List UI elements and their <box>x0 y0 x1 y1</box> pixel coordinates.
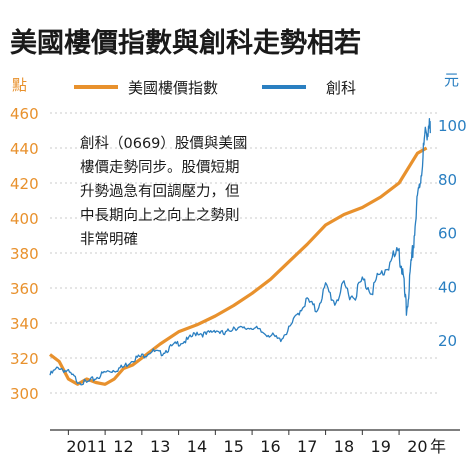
right-tick-label: 40 <box>438 278 457 296</box>
annotation: 創科（0669）股價與美國 樓價走勢同步。股價短期 升勢過急有回調壓力，但 中長… <box>80 135 247 248</box>
left-tick-label: 320 <box>10 350 39 368</box>
x-tick-label: 17 <box>297 437 317 456</box>
x-tick-label: 19 <box>371 437 391 456</box>
left-tick-label: 440 <box>10 140 39 158</box>
right-tick-label: 100 <box>438 117 467 135</box>
left-tick-label: 420 <box>10 175 39 193</box>
left-tick-label: 380 <box>10 245 39 263</box>
right-tick-label: 80 <box>438 171 457 189</box>
right-tick-label: 60 <box>438 225 457 243</box>
x-tick-label: 12 <box>113 437 133 456</box>
legend-label-chuangke: 創科 <box>326 79 356 97</box>
left-tick-label: 460 <box>10 105 39 123</box>
x-tick-label: 2011 <box>66 437 107 456</box>
series-line-chuangke <box>49 118 431 386</box>
x-tick-label: 14 <box>187 437 207 456</box>
left-tick-label: 300 <box>10 385 39 403</box>
right-tick-label: 20 <box>438 332 457 350</box>
x-tick-label: 13 <box>150 437 170 456</box>
series-layer <box>49 118 431 386</box>
left-tick-label: 400 <box>10 210 39 228</box>
right-axis-ticks: 20 40 60 80 100 <box>438 117 467 350</box>
legend: 美國樓價指數 創科 <box>74 79 356 97</box>
right-axis-unit: 元 <box>444 71 459 89</box>
annotation-line-3: 升勢過急有回調壓力，但 <box>80 183 240 200</box>
x-axis-ticks: 2011 12 13 14 15 16 17 18 19 20 <box>66 430 428 456</box>
left-tick-label: 360 <box>10 280 39 298</box>
annotation-line-4: 中長期向上之向上之勢則 <box>80 207 240 224</box>
x-tick-label: 16 <box>260 437 280 456</box>
gridlines <box>50 112 440 394</box>
legend-label-housing-index: 美國樓價指數 <box>128 79 218 97</box>
left-tick-label: 340 <box>10 315 39 333</box>
x-tick-label: 18 <box>334 437 354 456</box>
annotation-line-5: 非常明確 <box>80 231 138 248</box>
annotation-line-2: 樓價走勢同步。股價短期 <box>80 159 240 176</box>
left-axis-ticks: 300 320 340 360 380 400 420 440 460 <box>10 105 39 403</box>
x-axis-unit: 年 <box>430 437 446 456</box>
left-axis-unit: 點 <box>12 76 27 94</box>
x-tick-label: 20 <box>407 437 427 456</box>
x-tick-label: 15 <box>224 437 244 456</box>
annotation-line-1: 創科（0669）股價與美國 <box>80 135 247 152</box>
chart-title: 美國樓價指數與創科走勢相若 <box>10 27 361 59</box>
